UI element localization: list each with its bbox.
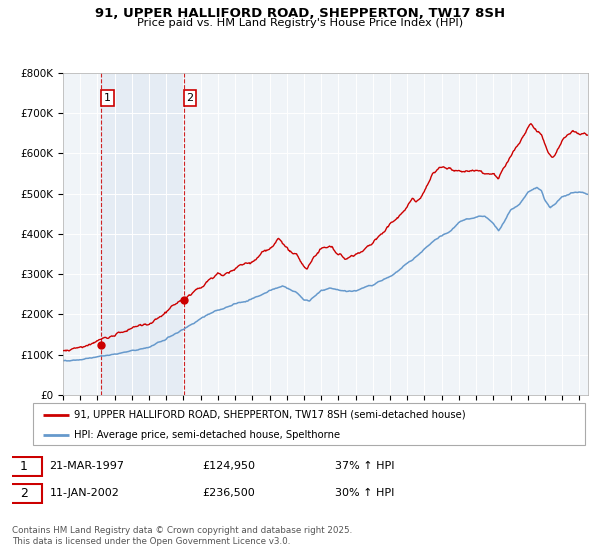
Bar — [101, 73, 184, 395]
Text: 1: 1 — [20, 460, 28, 473]
Text: 37% ↑ HPI: 37% ↑ HPI — [335, 461, 394, 472]
FancyBboxPatch shape — [33, 403, 585, 445]
Text: £236,500: £236,500 — [202, 488, 255, 498]
Text: 21-MAR-1997: 21-MAR-1997 — [49, 461, 124, 472]
Text: 91, UPPER HALLIFORD ROAD, SHEPPERTON, TW17 8SH: 91, UPPER HALLIFORD ROAD, SHEPPERTON, TW… — [95, 7, 505, 20]
Text: 2: 2 — [187, 93, 194, 103]
FancyBboxPatch shape — [6, 484, 42, 503]
Text: Contains HM Land Registry data © Crown copyright and database right 2025.
This d: Contains HM Land Registry data © Crown c… — [12, 526, 352, 546]
Text: 2: 2 — [20, 487, 28, 500]
Text: Price paid vs. HM Land Registry's House Price Index (HPI): Price paid vs. HM Land Registry's House … — [137, 18, 463, 28]
Text: HPI: Average price, semi-detached house, Spelthorne: HPI: Average price, semi-detached house,… — [74, 430, 341, 440]
Text: 30% ↑ HPI: 30% ↑ HPI — [335, 488, 394, 498]
Text: 91, UPPER HALLIFORD ROAD, SHEPPERTON, TW17 8SH (semi-detached house): 91, UPPER HALLIFORD ROAD, SHEPPERTON, TW… — [74, 410, 466, 420]
Text: 11-JAN-2002: 11-JAN-2002 — [49, 488, 119, 498]
FancyBboxPatch shape — [6, 457, 42, 476]
Text: 1: 1 — [104, 93, 111, 103]
Text: £124,950: £124,950 — [202, 461, 255, 472]
